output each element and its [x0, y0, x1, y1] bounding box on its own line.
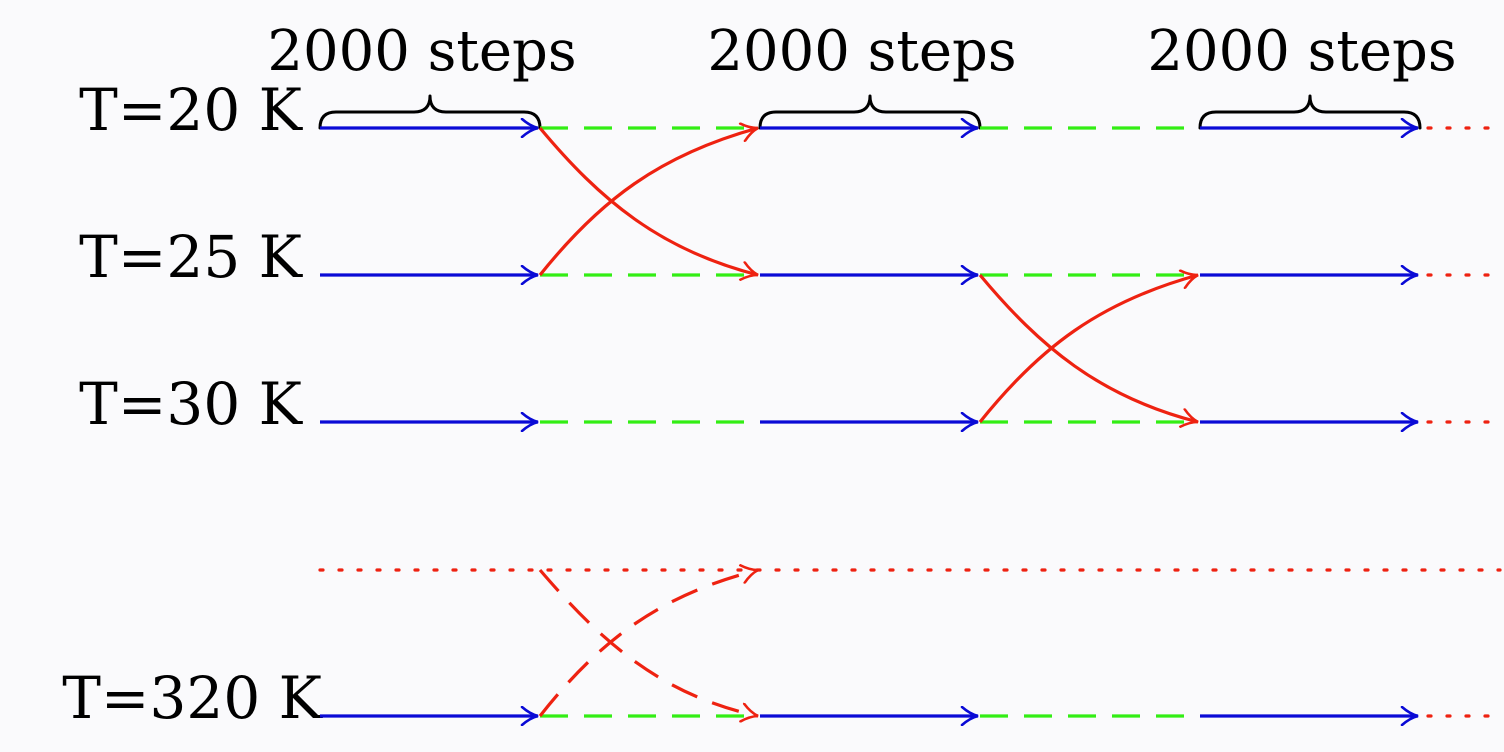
swap-arrow-dashed [538, 568, 758, 716]
swap-arrow [978, 273, 1198, 422]
temp-label-20k: T=20 K [79, 76, 304, 144]
brace-1 [318, 94, 542, 130]
swap-arrow-dashed [538, 570, 758, 717]
temp-label-320k: T=320 K [62, 664, 323, 732]
steps-label-2: 2000 steps [707, 19, 1016, 84]
steps-label-1: 2000 steps [267, 19, 576, 84]
temp-label-25k: T=25 K [79, 223, 304, 291]
steps-label-3: 2000 steps [1147, 19, 1456, 84]
swap-arrow [978, 275, 1198, 423]
brace-3 [1198, 94, 1422, 130]
swap-arrow [538, 126, 758, 275]
brace-2 [758, 94, 982, 130]
temp-label-30k: T=30 K [79, 370, 304, 438]
swap-arrow [538, 128, 758, 276]
